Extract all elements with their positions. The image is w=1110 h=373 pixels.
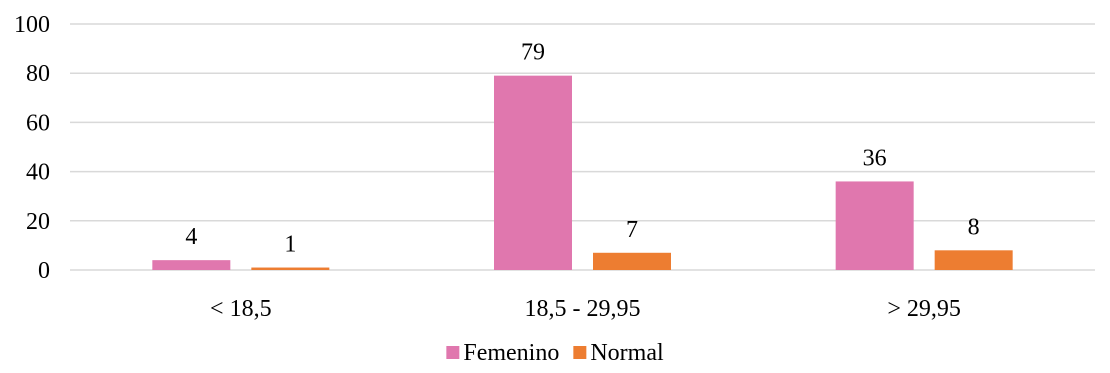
bar-normal-1 (593, 252, 671, 270)
gridlines (70, 23, 1095, 271)
y-axis-tick-labels: 0 20 40 60 80 100 (14, 12, 50, 284)
legend-label: Femenino (463, 340, 559, 366)
y-tick-label: 100 (14, 12, 50, 38)
y-tick-label: 40 (26, 160, 50, 186)
bars (152, 75, 1013, 270)
bar-normal-2 (934, 250, 1013, 270)
bar-femenino-2 (835, 181, 914, 270)
data-label: 7 (626, 217, 638, 243)
y-tick-label: 60 (26, 110, 50, 136)
data-label: 4 (185, 224, 197, 250)
y-tick-label: 20 (26, 209, 50, 235)
y-tick-label: 0 (38, 258, 50, 284)
x-axis-category-labels: < 18,5 18,5 - 29,95 > 29,95 (210, 296, 961, 322)
legend-swatch (573, 346, 587, 359)
x-category-label: > 29,95 (887, 296, 961, 322)
data-label: 79 (521, 40, 545, 66)
bar-normal-0 (251, 267, 330, 270)
legend-item-normal: Normal (573, 340, 664, 366)
data-label: 36 (863, 145, 887, 171)
x-category-label: 18,5 - 29,95 (525, 296, 641, 322)
bar-femenino-0 (152, 260, 231, 270)
data-label: 8 (968, 214, 980, 240)
legend-swatch (446, 346, 460, 359)
data-labels: 4 1 79 7 36 8 (185, 40, 979, 258)
bar-femenino-1 (494, 75, 572, 270)
y-tick-label: 80 (26, 61, 50, 87)
legend-item-femenino: Femenino (446, 340, 559, 366)
data-label: 1 (284, 232, 296, 258)
legend: Femenino Normal (446, 340, 664, 366)
x-category-label: < 18,5 (210, 296, 272, 322)
legend-label: Normal (590, 340, 664, 366)
